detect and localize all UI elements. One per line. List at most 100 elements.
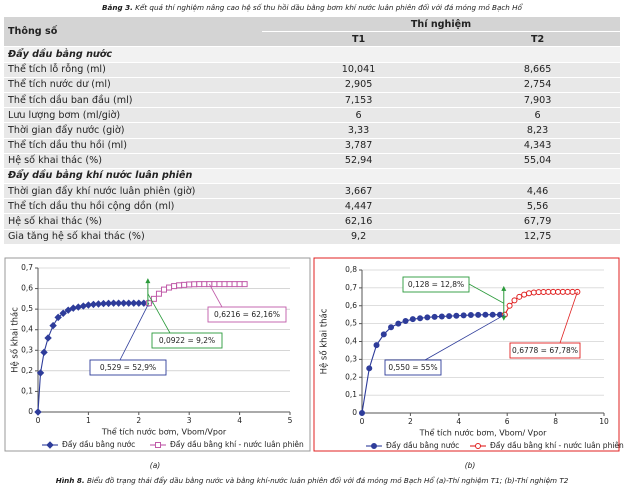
table-row: Thể tích dầu thu hồi cộng dồn (ml) 4,447 5… [4,198,620,215]
y-tick-label: 0,6 [345,301,357,310]
value-cell: 8,665 [455,62,620,78]
data-point [236,281,243,288]
data-point [99,299,108,308]
annotation-box [151,332,223,349]
panel-label: (a) [150,461,161,470]
data-point [166,284,173,291]
data-point [564,288,571,295]
value-cell: 3,787 [262,138,456,154]
header-cell: T2 [455,31,620,48]
parameter-cell: Hệ số khai thác (%) [4,153,262,169]
x-axis-title: Thể tích nước bơm, Vbom/ Vpor [419,428,548,438]
data-point [569,288,576,295]
data-point [211,281,218,288]
data-point [366,365,373,372]
data-point [226,281,233,288]
legend-label: Đẩy dầu bằng khí - nước luân phiên [170,440,304,449]
annotation-text: 0,550 = 55% [388,363,437,372]
value-cell: 5,56 [455,198,620,215]
legend-marker [155,442,161,448]
y-tick-label: 0,6 [21,284,33,293]
table-row: Đẩy dầu bằng nước [4,46,620,63]
data-point [54,313,62,322]
annotation-text: 0,0922 = 9,2% [159,336,215,345]
chart-frame [4,257,311,452]
data-point [119,299,128,307]
data-point [511,297,518,304]
table-row: Hệ số khai thác (%) 52,94 55,04 [4,153,620,169]
table-row: Thể tích dầu ban đầu (ml) 7,153 7,903 [4,92,620,109]
y-tick-label: 0,1 [21,386,33,395]
y-tick-label: 0,8 [345,265,357,274]
annotation-box [402,276,470,293]
data-point [535,289,542,296]
x-tick-label: 4 [237,416,242,425]
table-label: Bảng 3. [102,3,133,12]
annotation-text: 0,6216 = 62,16% [214,310,280,319]
data-point [104,299,113,308]
value-cell: 7,153 [262,92,456,109]
value-cell: 4,46 [455,183,620,200]
value-cell: 10,041 [262,62,456,78]
x-tick-label: 1 [86,416,91,425]
delta-arrowhead [501,285,507,291]
annotation-arrow [468,283,504,304]
value-cell: 52,94 [262,153,456,169]
y-tick-label: 0,5 [345,319,357,328]
table-row: Thể tích dầu thu hồi (ml) 3,787 4,343 [4,138,620,154]
x-tick-label: 6 [505,417,510,426]
data-point [359,410,365,416]
data-point [49,321,57,330]
x-tick-label: 10 [599,417,609,426]
value-cell: 4,447 [262,198,456,215]
x-axis-title: Thể tích nước bơm, Vbom/Vpor [101,427,227,437]
x-tick-label: 3 [187,416,192,425]
annotation-box [207,306,287,323]
data-point [467,312,474,319]
data-point [44,334,52,342]
data-point [125,299,133,307]
data-point [453,312,460,319]
data-point [402,317,409,324]
annotation-box [384,359,442,376]
panel-label: (b) [465,461,476,470]
value-cell: 4,343 [455,138,620,154]
x-tick-label: 0 [36,416,41,425]
legend-marker [371,443,377,449]
data-point [550,288,557,295]
y-tick-label: 0,4 [345,337,357,346]
header-cell: T1 [262,31,456,48]
parameter-cell: Thể tích dầu ban đầu (ml) [4,92,262,109]
data-point [161,286,167,293]
delta-arrowhead [501,315,507,321]
table-row: Thông số Thí nghiệm [4,17,620,48]
figure-caption-text: Biểu đồ trạng thái đẩy dầu bằng nước và … [86,476,569,485]
parameter-cell: Gia tăng hệ số khai thác (%) [4,229,262,245]
data-point [555,288,562,295]
parameter-cell: Hệ số khai thác (%) [4,213,262,230]
data-point [191,281,198,288]
data-point [181,281,188,288]
data-point [424,314,431,321]
data-point [460,312,467,319]
data-point [140,299,148,307]
header-cell: Thông số [4,17,262,48]
y-tick-label: 0,4 [21,325,33,334]
data-point [231,281,238,288]
value-cell: 3,33 [262,122,456,139]
figure-caption: Hình 8. Biểu đồ trạng thái đẩy dầu bằng … [0,476,624,485]
legend-marker [46,441,54,449]
table-caption: Bảng 3. Kết quả thí nghiệm nâng cao hệ s… [0,3,624,12]
data-point [559,288,566,295]
data-point [196,281,203,288]
data-point [525,290,532,297]
value-cell: 55,04 [455,153,620,169]
y-tick-label: 0,5 [21,304,33,313]
annotation-box [89,359,167,376]
y-axis-title: Hệ số khai thác [319,308,330,374]
annotation-arrow [424,314,505,361]
x-tick-label: 2 [408,417,413,426]
data-point [36,369,45,377]
